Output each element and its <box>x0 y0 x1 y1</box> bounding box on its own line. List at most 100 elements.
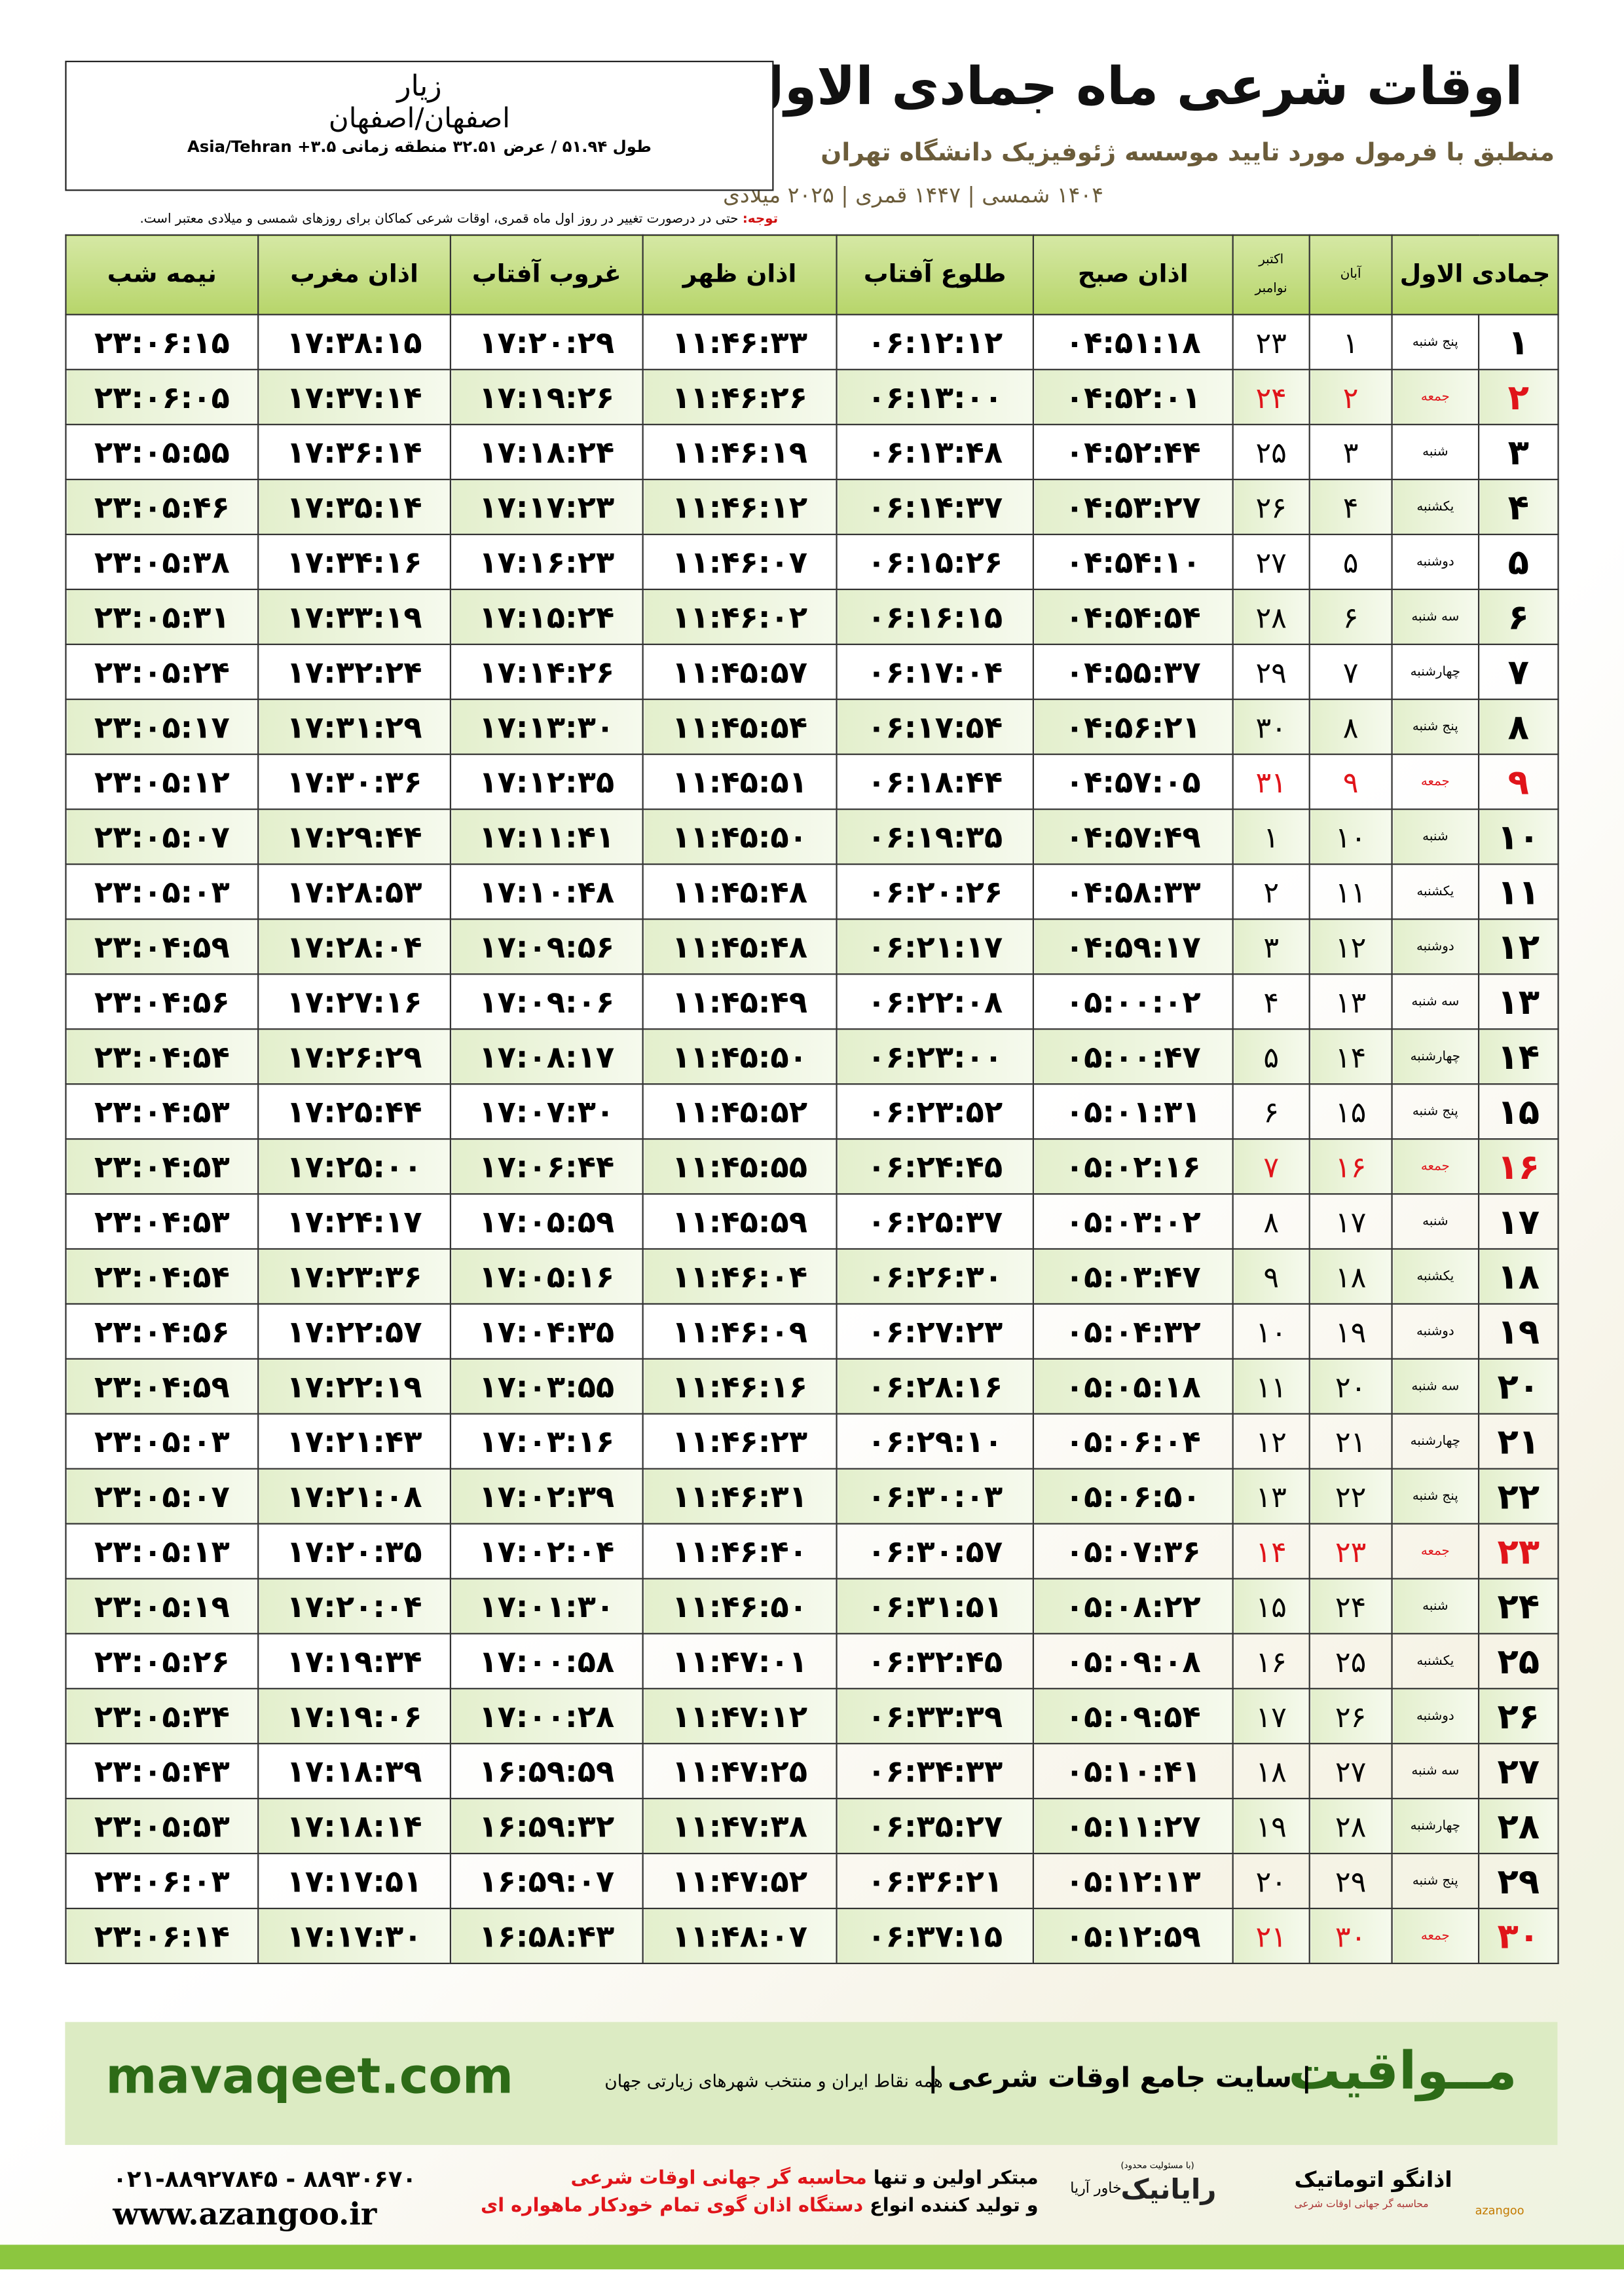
dhuhr-cell: ۱۱:۴۷:۵۲ <box>642 1852 838 1910</box>
bottom-bar <box>0 2244 1624 2269</box>
sunrise-cell: ۰۶:۱۳:۰۰ <box>836 369 1035 426</box>
midnight-cell: ۲۳:۰۵:۰۳ <box>65 863 259 920</box>
sunset-cell: ۱۷:۱۷:۲۳ <box>449 478 644 536</box>
banner: mavaqeet.com مــواقیت | سایت جامع اوقات … <box>65 2022 1558 2146</box>
weekday-cell: سه شنبه <box>1391 1358 1480 1415</box>
logo-rayanik: رایانیک <box>1120 2174 1217 2206</box>
title: اوقات شرعی ماه جمادی الاول <box>739 58 1523 117</box>
table-row: ۲۲ پنج شنبه ۲۲ ۱۳ ۰۵:۰۶:۵۰ ۰۶:۳۰:۰۳ ۱۱:۴۶:۳۱ ۱۷… <box>65 1468 1559 1525</box>
logo-azangoo-latin: azangoo <box>1475 2204 1524 2218</box>
weekday-cell: پنج شنبه <box>1391 1468 1480 1525</box>
aban-cell: ۹ <box>1308 753 1393 810</box>
col-fajr: اذان صبح <box>1032 234 1234 316</box>
day-cell: ۱۲ <box>1477 918 1559 975</box>
dhuhr-cell: ۱۱:۴۵:۴۹ <box>642 973 838 1030</box>
sunset-cell: ۱۶:۵۹:۰۷ <box>449 1852 644 1910</box>
table-row: ۱۳ سه شنبه ۱۳ ۴ ۰۵:۰۰:۰۲ ۰۶:۲۲:۰۸ ۱۱:۴۵:۴۹ ۱۷:۰… <box>65 973 1559 1030</box>
midnight-cell: ۲۳:۰۵:۵۵ <box>65 424 259 481</box>
aban-cell: ۲۶ <box>1308 1688 1393 1745</box>
sunset-cell: ۱۷:۱۸:۲۴ <box>449 424 644 481</box>
weekday-cell: یکشنبه <box>1391 1248 1480 1305</box>
fajr-cell: ۰۵:۰۳:۴۷ <box>1032 1248 1234 1305</box>
maghrib-cell: ۱۷:۲۵:۰۰ <box>257 1138 452 1195</box>
dhuhr-cell: ۱۱:۴۸:۰۷ <box>642 1907 838 1965</box>
maghrib-cell: ۱۷:۱۹:۳۴ <box>257 1633 452 1690</box>
midnight-cell: ۲۳:۰۵:۱۳ <box>65 1523 259 1580</box>
sunset-cell: ۱۷:۰۱:۳۰ <box>449 1578 644 1635</box>
weekday-cell: جمعه <box>1391 1138 1480 1195</box>
col-gregorian-2: نوامبر <box>1255 282 1287 297</box>
weekday-cell: دوشنبه <box>1391 918 1480 975</box>
day-cell: ۲ <box>1477 369 1559 426</box>
gregorian-cell: ۱ <box>1232 808 1310 865</box>
sunrise-cell: ۰۶:۱۸:۴۴ <box>836 753 1035 810</box>
sunset-cell: ۱۷:۱۹:۲۶ <box>449 369 644 426</box>
fajr-cell: ۰۴:۵۶:۲۱ <box>1032 698 1234 755</box>
sunrise-cell: ۰۶:۲۶:۳۰ <box>836 1248 1035 1305</box>
maghrib-cell: ۱۷:۲۲:۱۹ <box>257 1358 452 1415</box>
sunset-cell: ۱۷:۰۴:۳۵ <box>449 1303 644 1360</box>
aban-cell: ۳۰ <box>1308 1907 1393 1965</box>
weekday-cell: پنج شنبه <box>1391 1083 1480 1140</box>
table-row: ۳ شنبه ۳ ۲۵ ۰۴:۵۲:۴۴ ۰۶:۱۳:۴۸ ۱۱:۴۶:۱۹ ۱۷:۱۸:۲۴… <box>65 424 1559 481</box>
table-row: ۲۷ سه شنبه ۲۷ ۱۸ ۰۵:۱۰:۴۱ ۰۶:۳۴:۳۳ ۱۱:۴۷:۲۵ ۱۶:… <box>65 1743 1559 1800</box>
midnight-cell: ۲۳:۰۵:۳۱ <box>65 588 259 645</box>
fajr-cell: ۰۵:۰۷:۳۶ <box>1032 1523 1234 1580</box>
day-cell: ۲۰ <box>1477 1358 1559 1415</box>
fajr-cell: ۰۴:۵۹:۱۷ <box>1032 918 1234 975</box>
weekday-cell: سه شنبه <box>1391 588 1480 645</box>
midnight-cell: ۲۳:۰۴:۵۴ <box>65 1028 259 1085</box>
sunrise-cell: ۰۶:۲۰:۲۶ <box>836 863 1035 920</box>
aban-cell: ۶ <box>1308 588 1393 645</box>
maghrib-cell: ۱۷:۲۱:۰۸ <box>257 1468 452 1525</box>
midnight-cell: ۲۳:۰۵:۱۹ <box>65 1578 259 1635</box>
table-row: ۵ دوشنبه ۵ ۲۷ ۰۴:۵۴:۱۰ ۰۶:۱۵:۲۶ ۱۱:۴۶:۰۷ ۱۷:۱۶:… <box>65 533 1559 591</box>
footer-highlight: محاسبه گر جهانی اوقات شرعی <box>570 2168 867 2190</box>
maghrib-cell: ۱۷:۱۸:۳۹ <box>257 1743 452 1800</box>
sunrise-cell: ۰۶:۲۲:۰۸ <box>836 973 1035 1030</box>
day-cell: ۱۹ <box>1477 1303 1559 1360</box>
header-row: جمادی الاول آبان اکتبر نوامبر اذان صبح طل… <box>65 234 1559 316</box>
aban-cell: ۱۳ <box>1308 973 1393 1030</box>
gregorian-cell: ۲۸ <box>1232 588 1310 645</box>
maghrib-cell: ۱۷:۲۹:۴۴ <box>257 808 452 865</box>
sunset-cell: ۱۷:۰۰:۲۸ <box>449 1688 644 1745</box>
midnight-cell: ۲۳:۰۶:۰۵ <box>65 369 259 426</box>
sunset-cell: ۱۷:۱۳:۳۰ <box>449 698 644 755</box>
table-row: ۶ سه شنبه ۶ ۲۸ ۰۴:۵۴:۵۴ ۰۶:۱۶:۱۵ ۱۱:۴۶:۰۲ ۱۷:۱۵… <box>65 588 1559 645</box>
fajr-cell: ۰۵:۰۳:۰۲ <box>1032 1193 1234 1250</box>
maghrib-cell: ۱۷:۲۷:۱۶ <box>257 973 452 1030</box>
website[interactable]: www.azangoo.ir <box>113 2195 377 2232</box>
sunrise-cell: ۰۶:۲۳:۰۰ <box>836 1028 1035 1085</box>
dhuhr-cell: ۱۱:۴۵:۵۵ <box>642 1138 838 1195</box>
maghrib-cell: ۱۷:۱۷:۳۰ <box>257 1907 452 1965</box>
table-row: ۱۸ یکشنبه ۱۸ ۹ ۰۵:۰۳:۴۷ ۰۶:۲۶:۳۰ ۱۱:۴۶:۰۴ ۱۷:۰۵… <box>65 1248 1559 1305</box>
weekday-cell: دوشنبه <box>1391 533 1480 591</box>
sunset-cell: ۱۶:۵۸:۴۳ <box>449 1907 644 1965</box>
maghrib-cell: ۱۷:۲۱:۴۳ <box>257 1413 452 1470</box>
midnight-cell: ۲۳:۰۶:۰۳ <box>65 1852 259 1910</box>
day-cell: ۶ <box>1477 588 1559 645</box>
maghrib-cell: ۱۷:۲۵:۴۴ <box>257 1083 452 1140</box>
weekday-cell: چهارشنبه <box>1391 1028 1480 1085</box>
day-cell: ۵ <box>1477 533 1559 591</box>
midnight-cell: ۲۳:۰۵:۴۶ <box>65 478 259 536</box>
midnight-cell: ۲۳:۰۵:۰۷ <box>65 808 259 865</box>
day-cell: ۱۳ <box>1477 973 1559 1030</box>
day-cell: ۲۲ <box>1477 1468 1559 1525</box>
midnight-cell: ۲۳:۰۴:۵۳ <box>65 1193 259 1250</box>
table-row: ۲۶ دوشنبه ۲۶ ۱۷ ۰۵:۰۹:۵۴ ۰۶:۳۳:۳۹ ۱۱:۴۷:۱۲ ۱۷:۰… <box>65 1688 1559 1745</box>
sunset-cell: ۱۷:۰۶:۴۴ <box>449 1138 644 1195</box>
sunset-cell: ۱۷:۰۹:۵۶ <box>449 918 644 975</box>
gregorian-cell: ۹ <box>1232 1248 1310 1305</box>
dhuhr-cell: ۱۱:۴۶:۲۶ <box>642 369 838 426</box>
dhuhr-cell: ۱۱:۴۶:۴۰ <box>642 1523 838 1580</box>
dhuhr-cell: ۱۱:۴۶:۱۲ <box>642 478 838 536</box>
weekday-cell: چهارشنبه <box>1391 1798 1480 1855</box>
site-url[interactable]: mavaqeet.com <box>105 2048 514 2106</box>
sunset-cell: ۱۷:۰۳:۵۵ <box>449 1358 644 1415</box>
day-cell: ۲۶ <box>1477 1688 1559 1745</box>
day-cell: ۲۱ <box>1477 1413 1559 1470</box>
gregorian-cell: ۱۶ <box>1232 1633 1310 1690</box>
dhuhr-cell: ۱۱:۴۵:۵۰ <box>642 808 838 865</box>
